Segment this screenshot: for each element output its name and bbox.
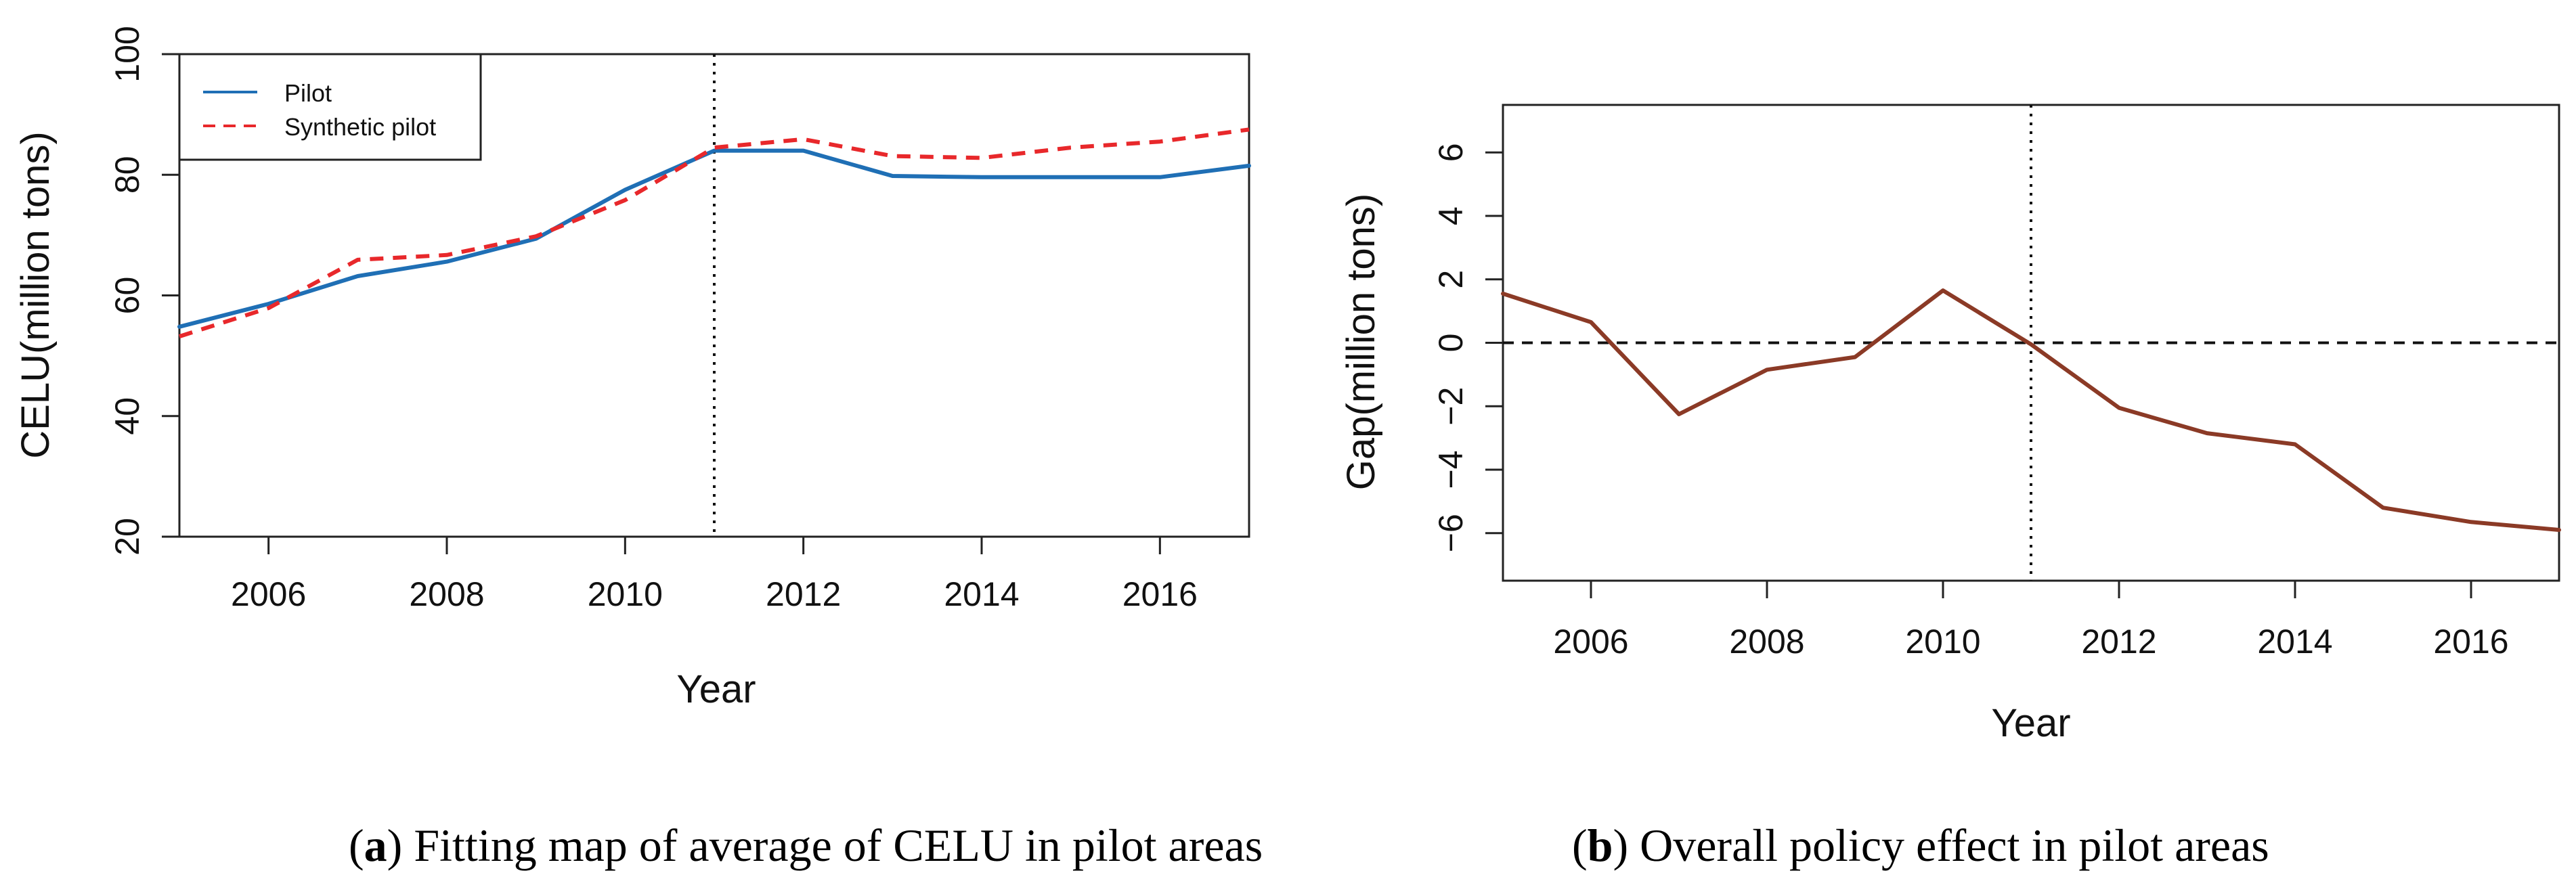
x-tick-label: 2010 bbox=[1905, 623, 1980, 661]
panel-b-series bbox=[1501, 288, 2561, 532]
panel-a-caption-letter: a bbox=[364, 820, 387, 871]
y-tick-label: 4 bbox=[1432, 206, 1470, 225]
panel-a-legend: Pilot Synthetic pilot bbox=[178, 53, 482, 161]
x-tick-label: 2010 bbox=[588, 575, 663, 613]
series-line-pilot bbox=[177, 148, 1251, 329]
panel-a-caption: (a) Fitting map of average of CELU in pi… bbox=[349, 820, 1263, 871]
x-tick-label: 2008 bbox=[1729, 623, 1804, 661]
x-tick-label: 2016 bbox=[1122, 575, 1198, 613]
y-tick-label: −2 bbox=[1432, 387, 1470, 426]
panel-b-y-ticks: −6 −4 −2 0 2 4 6 bbox=[1432, 143, 1503, 552]
series-line-synthetic-pilot bbox=[179, 127, 1250, 338]
legend-synthetic-pilot-label: Synthetic pilot bbox=[284, 113, 436, 141]
y-tick-label: −6 bbox=[1432, 514, 1470, 552]
panel-a-x-axis-label: Year bbox=[676, 667, 756, 711]
x-tick-label: 2012 bbox=[2081, 623, 2156, 661]
panel-b-y-axis-label: Gap(million tons) bbox=[1339, 194, 1383, 490]
y-tick-label: 100 bbox=[108, 26, 146, 82]
x-tick-label: 2006 bbox=[231, 575, 306, 613]
y-tick-label: 2 bbox=[1432, 270, 1470, 289]
panel-b-caption-text: Overall policy effect in pilot areas bbox=[1640, 820, 2269, 871]
x-tick-label: 2016 bbox=[2433, 623, 2508, 661]
y-tick-label: 0 bbox=[1432, 334, 1470, 353]
y-tick-label: 20 bbox=[108, 518, 146, 556]
x-tick-label: 2014 bbox=[944, 575, 1019, 613]
panel-a-y-ticks: 20 40 60 80 100 bbox=[108, 26, 179, 556]
panel-a-caption-text: Fitting map of average of CELU in pilot … bbox=[414, 820, 1263, 871]
y-tick-label: 6 bbox=[1432, 143, 1470, 162]
y-tick-label: 80 bbox=[108, 156, 146, 194]
x-tick-label: 2006 bbox=[1553, 623, 1628, 661]
series-line-gap bbox=[1501, 288, 2561, 532]
panel-a-chart: 2006 2008 2010 2012 2014 2016 20 40 60 80 100 Yea… bbox=[14, 26, 1251, 711]
panel-a-x-ticks: 2006 2008 2010 2012 2014 2016 bbox=[231, 537, 1198, 613]
panel-a-y-axis-label: CELU(million tons) bbox=[14, 131, 58, 458]
panel-b-caption-letter: b bbox=[1587, 820, 1613, 871]
x-tick-label: 2008 bbox=[409, 575, 484, 613]
panel-b-caption: (b) Overall policy effect in pilot areas bbox=[1572, 820, 2269, 871]
x-tick-label: 2012 bbox=[766, 575, 841, 613]
panel-a-legend-box bbox=[178, 53, 482, 161]
y-tick-label: 40 bbox=[108, 397, 146, 435]
panel-b-chart: 2006 2008 2010 2012 2014 2016 −6 −4 −2 0 2 4 6 Year… bbox=[1339, 104, 2561, 745]
panel-b-x-ticks: 2006 2008 2010 2012 2014 2016 bbox=[1553, 581, 2509, 661]
y-tick-label: −4 bbox=[1432, 450, 1470, 489]
panel-a-series bbox=[177, 127, 1251, 338]
legend-pilot-label: Pilot bbox=[284, 79, 332, 107]
x-tick-label: 2014 bbox=[2257, 623, 2332, 661]
panel-b-x-axis-label: Year bbox=[1991, 701, 2070, 745]
y-tick-label: 60 bbox=[108, 277, 146, 315]
